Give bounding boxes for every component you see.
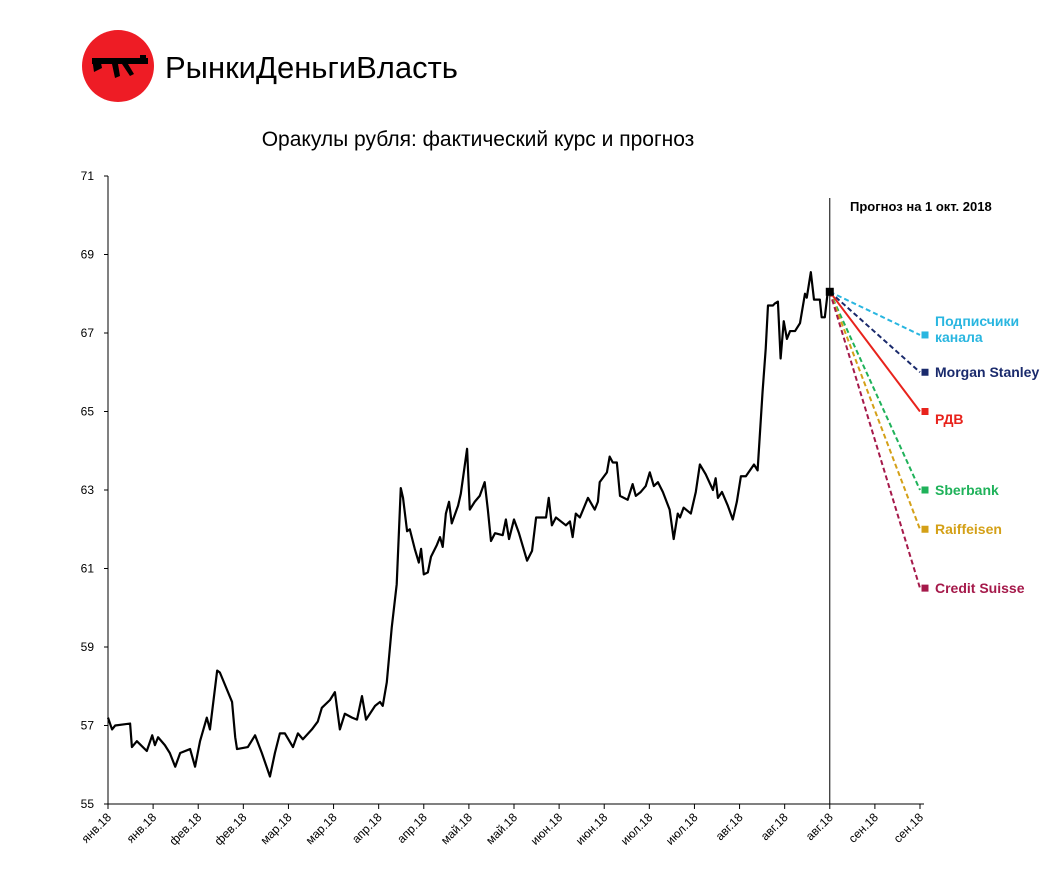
series-label: РДВ [935,410,964,427]
chart-title: Оракулы рубля: фактический курс и прогно… [262,128,695,151]
series-label: Sberbank [935,482,999,498]
forecast-marker [921,584,929,592]
y-tick-label: 57 [81,719,95,733]
forecast-line [828,291,921,589]
series-label: Credit Suisse [935,580,1025,597]
forecast-label: Прогноз на 1 окт. 2018 [850,199,992,214]
forecast-marker [921,368,929,376]
actual-line [106,271,831,778]
brand: РынкиДеньгиВласть [165,50,458,85]
y-tick-label: 65 [81,405,95,419]
y-tick-label: 67 [81,326,95,340]
series-label-box: РДВ [935,410,964,427]
forecast-marker [921,331,929,339]
series-label: Morgan Stanley [935,364,1040,381]
forecast-line [829,291,921,373]
y-tick-label: 61 [81,562,95,576]
forecast-line [828,291,921,413]
forecast-marker [921,486,929,494]
series-label-box: Credit Suisse [935,580,1025,597]
series-label: Подписчики канала [935,312,1020,345]
series-label-box: Morgan Stanley [935,364,1040,381]
forecast-line [829,290,921,336]
y-tick-label: 63 [81,483,95,497]
y-tick-label: 71 [81,169,95,183]
y-tick-label: 59 [81,640,95,654]
y-tick-label: 55 [81,797,95,811]
y-tick-label: 69 [81,248,95,262]
series-label-box: Raiffeisen [935,521,1002,538]
forecast-marker [921,525,929,533]
series-label-box: Подписчики канала [935,312,1020,345]
forecast-line [828,291,921,491]
logo-icon [92,55,148,78]
series-label: Raiffeisen [935,521,1002,538]
forecast-marker [921,408,929,415]
forecast-start-marker [825,287,834,296]
forecast-line [828,291,921,530]
series-label-box: Sberbank [935,482,999,498]
